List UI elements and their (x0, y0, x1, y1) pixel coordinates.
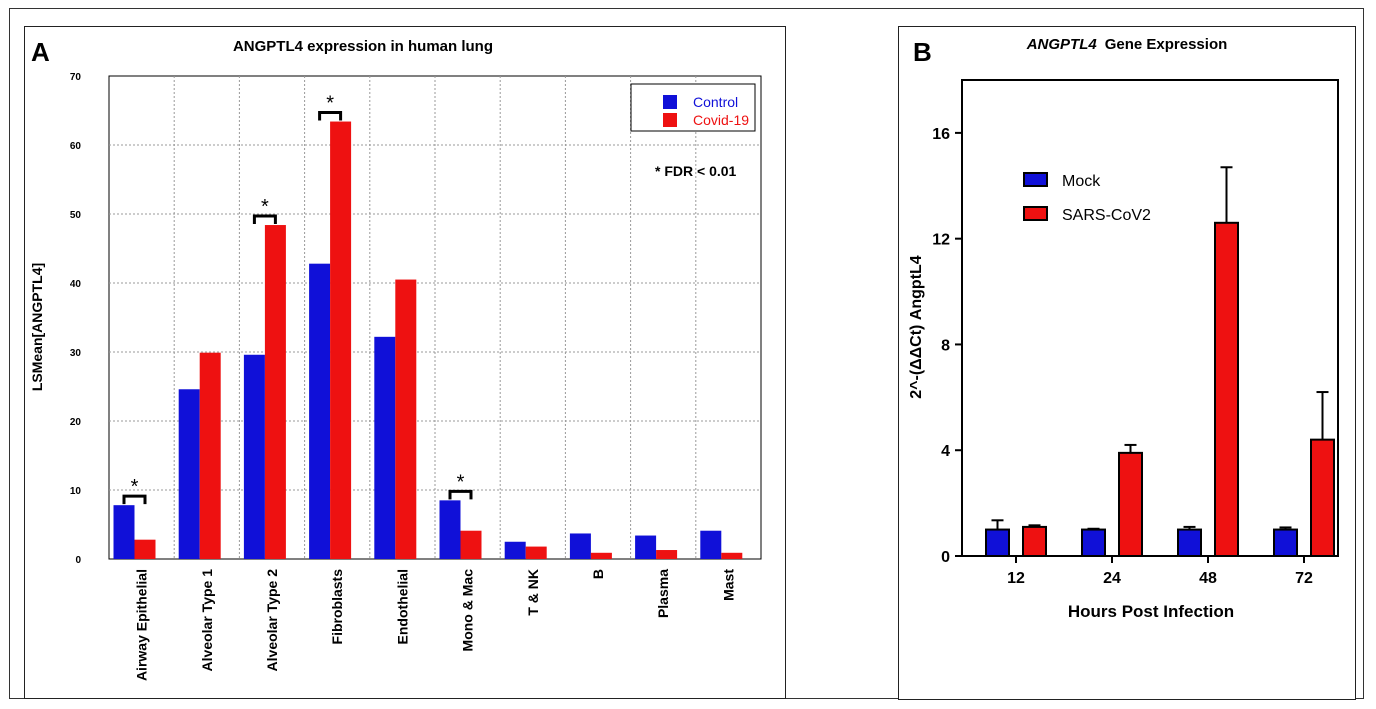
legend-a-box (630, 83, 756, 132)
bar-covid (264, 225, 286, 560)
bar-control (243, 354, 265, 559)
chart-b-y-ticks: 0 4 8 12 16 (932, 126, 962, 566)
bar-sars-cov2 (1214, 221, 1239, 558)
chart-b-frame (961, 79, 1339, 557)
chart-b-y-label: 2^-(ΔΔCt) AngptL4 (908, 255, 925, 399)
panel-b-label: B (913, 37, 932, 67)
bar-control (439, 500, 461, 559)
chart-a-x-tick-label: Airway Epithelial (134, 569, 150, 681)
bar-covid (525, 546, 547, 559)
chart-a-svg: A ANGPTL4 expression in human lung 0 10 20… (29, 37, 762, 681)
chart-a-x-ticks: Airway Epithelial Alveolar Type 1 Alveolar… (134, 569, 737, 681)
significance-bracket (122, 494, 147, 505)
bar-control (113, 505, 135, 559)
legend-b-label-mock: Mock (1062, 173, 1101, 190)
chart-b-x-ticks: 12 24 48 72 (1007, 556, 1313, 587)
legend-b-swatch-mock (1023, 172, 1048, 187)
bar-control (700, 530, 722, 559)
bar-covid (460, 530, 482, 559)
chart-a-y-tick-label: 20 (70, 417, 82, 428)
legend-a-swatch-control (663, 95, 677, 109)
chart-a-x-tick-label: Fibroblasts (329, 569, 345, 645)
chart-a-y-tick-label: 40 (70, 279, 82, 290)
chart-a-y-tick-label: 60 (70, 141, 82, 152)
chart-b-y-tick-label: 0 (941, 549, 950, 566)
chart-b-x-tick-label: 48 (1199, 570, 1217, 587)
chart-a-x-tick-label: Mono & Mac (460, 569, 476, 652)
legend-b-label-sars: SARS-CoV2 (1062, 207, 1151, 224)
chart-b-x-label: Hours Post Infection (1068, 602, 1234, 621)
chart-b-y-tick-label: 16 (932, 126, 950, 143)
bar-covid (395, 279, 417, 559)
bar-covid (134, 539, 156, 559)
chart-a-bars (113, 121, 743, 560)
chart-a-significance: * * * * (122, 93, 473, 505)
bar-control (569, 533, 591, 559)
chart-a-x-tick-label: Mast (720, 569, 736, 601)
legend-b-swatch-sars (1023, 206, 1048, 221)
bar-control (635, 535, 657, 559)
legend-a-swatch-covid (663, 113, 677, 127)
chart-a-y-tick-label: 70 (70, 72, 82, 83)
chart-a-y-tick-label: 10 (70, 486, 82, 497)
chart-a-x-tick-label: B (590, 569, 606, 579)
bar-mock (1177, 528, 1202, 557)
chart-b-x-tick-label: 24 (1103, 570, 1121, 587)
chart-b-y-tick-label: 12 (932, 232, 950, 249)
bar-sars-cov2 (1022, 525, 1047, 557)
bar-covid (721, 552, 743, 559)
bar-covid (590, 552, 612, 559)
significance-star: * (457, 471, 465, 493)
significance-star: * (131, 476, 139, 498)
bar-mock (1081, 528, 1106, 557)
chart-a-y-tick-label: 50 (70, 210, 82, 221)
bar-control (309, 263, 331, 559)
chart-a-y-tick-label: 30 (70, 348, 82, 359)
bar-control (504, 541, 526, 559)
chart-b-legend: Mock SARS-CoV2 (1023, 172, 1151, 224)
bar-mock (1273, 528, 1298, 557)
bar-covid (656, 550, 678, 559)
bar-control (374, 336, 396, 559)
bar-control (178, 389, 200, 559)
significance-bracket (448, 489, 473, 500)
significance-star: * (261, 196, 269, 218)
significance-star: * (326, 93, 334, 115)
chart-a-x-tick-label: Endothelial (394, 569, 410, 644)
chart-b-bars (985, 166, 1335, 558)
chart-a-x-tick-label: Alveolar Type 1 (199, 569, 215, 672)
chart-b-title: ANGPTL4 Gene Expression (1026, 36, 1228, 53)
bar-mock (985, 528, 1010, 557)
chart-a-y-tick-label: 0 (75, 555, 81, 566)
legend-a-label-covid: Covid-19 (693, 112, 749, 128)
chart-b-y-tick-label: 4 (941, 443, 950, 460)
significance-bracket (252, 214, 277, 225)
bar-sars-cov2 (1310, 438, 1335, 557)
chart-a-fdr-note: * FDR < 0.01 (655, 163, 737, 179)
bar-sars-cov2 (1118, 451, 1143, 557)
panel-a-label: A (31, 37, 50, 67)
chart-b-x-tick-label: 12 (1007, 570, 1025, 587)
chart-a-title: ANGPTL4 expression in human lung (233, 38, 493, 55)
bar-covid (330, 121, 352, 559)
panel-a: A ANGPTL4 expression in human lung 0 10 20… (24, 26, 786, 699)
chart-b-x-tick-label: 72 (1295, 570, 1313, 587)
chart-b-y-tick-label: 8 (941, 337, 950, 354)
legend-a-label-control: Control (693, 94, 738, 110)
chart-a-x-tick-label: Alveolar Type 2 (264, 569, 280, 672)
chart-a-y-ticks: 0 10 20 30 40 50 60 70 (70, 72, 82, 566)
panel-b: B ANGPTL4 Gene Expression 0 4 8 12 16 12 24 48 7… (898, 26, 1356, 700)
significance-bracket (318, 111, 343, 121)
bar-covid (199, 352, 221, 559)
chart-a-y-label: LSMean[ANGPTL4] (29, 263, 45, 391)
chart-a-x-tick-label: Plasma (655, 569, 671, 618)
chart-a-legend: Control Covid-19 (630, 83, 756, 132)
chart-a-x-tick-label: T & NK (525, 569, 541, 616)
